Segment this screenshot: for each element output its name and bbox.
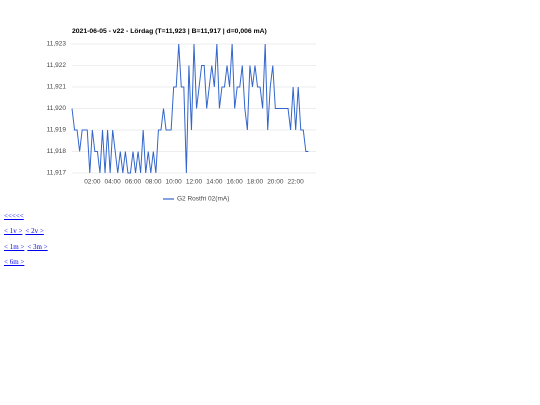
x-tick-label: 18:00 <box>247 179 264 186</box>
y-tick-label: 11,918 <box>47 148 67 155</box>
line-series <box>71 43 309 174</box>
nav-link[interactable]: <<<<< <box>4 212 24 220</box>
x-tick-label: 20:00 <box>267 179 284 186</box>
x-tick-label: 02:00 <box>84 179 101 186</box>
x-tick-label: 12:00 <box>186 179 203 186</box>
nav-row: <<<<< <box>4 212 51 227</box>
x-tick-label: 04:00 <box>105 179 122 186</box>
y-tick-label: 11,921 <box>47 84 67 91</box>
x-tick-label: 10:00 <box>166 179 183 186</box>
x-tick-label: 14:00 <box>206 179 223 186</box>
nav: <<<<< < 1v > < 2v > < 1m > < 3m > < 6m > <box>4 212 51 273</box>
chart: 2021-06-05 - v22 - Lördag (T=11,923 | B=… <box>47 28 316 203</box>
x-tick-label: 06:00 <box>125 179 142 186</box>
nav-row: < 6m > <box>4 258 51 273</box>
legend-label: G2 Rostfri 02(mA) <box>177 196 229 203</box>
nav-link[interactable]: < 1m > <box>4 242 25 251</box>
x-tick-label: 08:00 <box>145 179 162 186</box>
x-tick-label: 16:00 <box>227 179 244 186</box>
nav-row: < 1v > < 2v > <box>4 227 51 242</box>
nav-link[interactable]: < 1v > <box>4 227 23 236</box>
y-tick-label: 11,922 <box>47 62 67 69</box>
y-tick-label: 11,919 <box>47 127 67 134</box>
chart-title: 2021-06-05 - v22 - Lördag (T=11,923 | B=… <box>72 28 267 35</box>
nav-link[interactable]: < 2v > <box>25 227 44 236</box>
y-tick-label: 11,920 <box>47 105 67 112</box>
x-tick-label: 22:00 <box>288 179 305 186</box>
nav-link[interactable]: < 6m > <box>4 257 25 266</box>
y-tick-label: 11,923 <box>47 41 67 48</box>
y-tick-label: 11,917 <box>47 170 67 177</box>
nav-row: < 1m > < 3m > <box>4 243 51 258</box>
nav-link[interactable]: < 3m > <box>27 242 48 251</box>
